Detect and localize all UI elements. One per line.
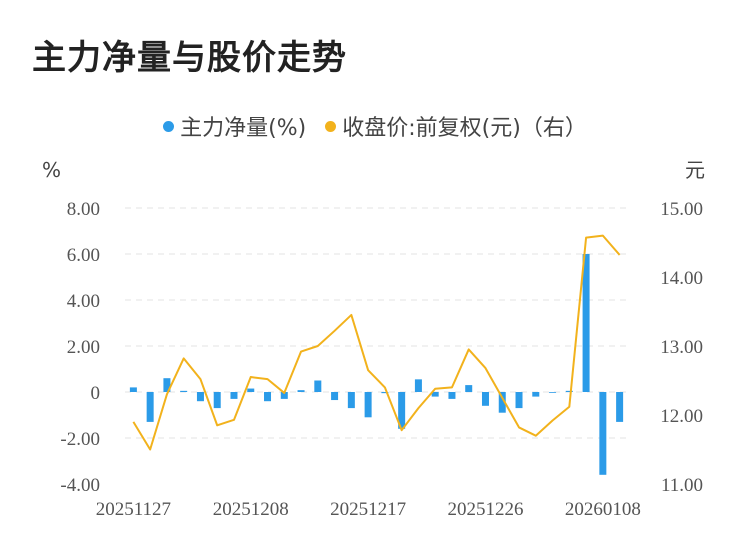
left-tick-label: -4.00 — [60, 475, 100, 496]
legend-label-close-price: 收盘价:前复权(元)（右） — [342, 116, 587, 141]
net-volume-bar — [381, 392, 389, 394]
net-volume-bar — [549, 392, 557, 393]
x-tick-label: 20251208 — [213, 499, 289, 520]
x-tick-label: 20251127 — [96, 499, 171, 520]
net-volume-bar — [331, 392, 339, 401]
net-volume-bar — [364, 392, 372, 418]
right-axis-ticks: 15.00 14.00 13.00 12.00 11.00 — [660, 199, 703, 496]
close-price-line-group — [132, 234, 621, 451]
right-tick-label: 14.00 — [660, 268, 703, 289]
net-volume-bar — [414, 379, 422, 392]
net-volume-bar — [465, 385, 473, 392]
net-volume-bar — [398, 392, 406, 429]
x-axis-ticks: 20251127 20251208 20251217 20251226 20260108 — [96, 499, 641, 520]
right-tick-label: 12.00 — [660, 406, 703, 427]
net-volume-bar — [481, 392, 489, 406]
net-volume-bar — [599, 392, 607, 475]
net-volume-bar — [515, 392, 523, 409]
net-volume-bar — [347, 392, 355, 409]
net-volume-bar — [129, 387, 137, 392]
x-tick-label: 20251217 — [330, 499, 406, 520]
left-tick-label: -2.00 — [60, 429, 100, 450]
net-volume-bar — [146, 392, 154, 422]
legend-dot-net-volume — [163, 120, 175, 132]
left-axis-unit: % — [42, 158, 61, 182]
net-volume-bar — [264, 392, 272, 402]
close-price-line — [132, 234, 621, 451]
legend-dot-close-price — [325, 120, 337, 132]
net-volume-bar — [498, 392, 506, 413]
net-volume-bar — [213, 392, 221, 409]
net-volume-bar — [280, 392, 288, 399]
legend-item-close-price[interactable]: 收盘价:前复权(元)（右） — [325, 110, 587, 142]
left-tick-label: 8.00 — [67, 199, 100, 220]
legend-item-net-volume[interactable]: 主力净量(%) — [163, 110, 306, 142]
x-tick-label: 20251226 — [447, 499, 523, 520]
net-volume-bar — [180, 390, 188, 392]
left-axis-ticks: 8.00 6.00 4.00 2.00 0 -2.00 -4.00 — [60, 199, 100, 496]
net-volume-bar — [230, 392, 238, 399]
net-volume-bar — [314, 380, 322, 392]
net-volume-bar — [196, 392, 204, 402]
net-volume-bar — [582, 254, 590, 392]
right-axis-unit: 元 — [685, 158, 705, 182]
right-tick-label: 11.00 — [661, 475, 703, 496]
right-tick-label: 13.00 — [660, 337, 703, 358]
net-volume-bar — [163, 378, 171, 392]
left-tick-label: 4.00 — [67, 291, 100, 312]
net-volume-bars — [129, 254, 624, 475]
legend-label-net-volume: 主力净量(%) — [180, 116, 307, 141]
net-volume-bar — [448, 392, 456, 399]
left-tick-label: 2.00 — [67, 337, 100, 358]
net-volume-bar — [297, 390, 305, 392]
left-tick-label: 0 — [91, 383, 101, 404]
net-volume-bar — [565, 390, 573, 392]
net-volume-bar — [616, 392, 624, 422]
legend: 主力净量(%) 收盘价:前复权(元)（右） — [0, 110, 750, 142]
left-tick-label: 6.00 — [67, 245, 100, 266]
net-volume-bar — [247, 388, 255, 392]
x-tick-label: 20260108 — [565, 499, 641, 520]
right-tick-label: 15.00 — [660, 199, 703, 220]
chart-title: 主力净量与股价走势 — [32, 38, 347, 78]
net-volume-bar — [431, 392, 439, 397]
grid-lines — [125, 207, 628, 439]
net-volume-bar — [532, 392, 540, 397]
